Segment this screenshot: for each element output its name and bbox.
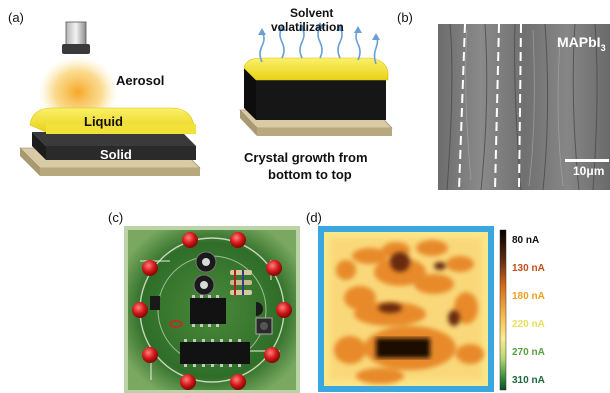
led-ring <box>132 232 292 390</box>
small-ic <box>190 298 226 324</box>
sem-material-label: MAPbI3 <box>557 34 606 53</box>
map-features <box>330 238 484 384</box>
panel-c: (c) <box>0 200 310 393</box>
scale-bar-label: 10μm <box>573 164 605 178</box>
left-stack <box>19 107 201 176</box>
spray-nozzle-icon <box>62 21 90 54</box>
red-component <box>169 320 183 328</box>
panel-b-label: (b) <box>397 10 413 25</box>
transistor <box>150 296 160 310</box>
dark-chip-region <box>376 338 430 358</box>
panel-b: (b) <box>395 0 610 195</box>
solvent-label-line1: Solvent <box>290 6 334 20</box>
scale-bar <box>565 159 609 162</box>
current-map <box>318 226 507 392</box>
panel-a: (a) <box>0 0 400 195</box>
colorbar <box>499 229 507 391</box>
liquid-label: Liquid <box>84 114 123 129</box>
large-ic <box>180 342 250 364</box>
colorbar-label: 310 nA <box>512 375 545 386</box>
colorbar-label: 270 nA <box>512 347 545 358</box>
vapor-arrowheads <box>258 22 380 40</box>
panel-c-label: (c) <box>108 210 124 225</box>
colorbar-label: 180 nA <box>512 291 545 302</box>
vapor-arrows-icon <box>259 25 379 65</box>
aerosol-label: Aerosol <box>116 73 165 88</box>
panel-a-label: (a) <box>8 10 24 25</box>
circuit-board-photo <box>124 226 300 393</box>
sem-image <box>438 23 610 191</box>
colorbar-label: 130 nA <box>512 263 545 274</box>
material-subscript: 3 <box>600 42 606 53</box>
growth-label-line1: Crystal growth from <box>244 150 368 165</box>
panel-d-label: (d) <box>306 210 322 225</box>
colorbar-label: 80 nA <box>512 235 540 246</box>
panel-d: (d) <box>300 200 610 393</box>
capacitors <box>193 251 217 296</box>
colorbar-label: 220 nA <box>512 319 545 330</box>
material-text: MAPbI <box>557 34 601 50</box>
right-stack <box>239 57 393 136</box>
transistor <box>256 302 263 316</box>
solid-label: Solid <box>100 147 132 162</box>
panel-a-illustration <box>19 21 393 176</box>
growth-label-line2: bottom to top <box>268 167 352 182</box>
resistors <box>230 270 252 295</box>
solvent-label-line2: volatilization <box>271 20 344 34</box>
